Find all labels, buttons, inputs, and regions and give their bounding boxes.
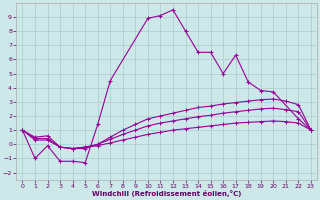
X-axis label: Windchill (Refroidissement éolien,°C): Windchill (Refroidissement éolien,°C) (92, 190, 241, 197)
